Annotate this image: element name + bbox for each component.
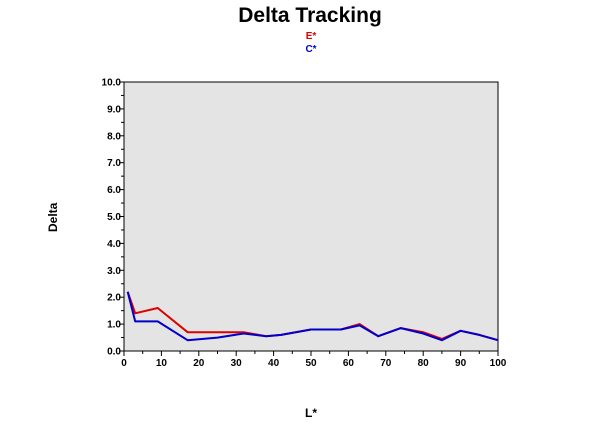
y-tick-label: 4.0 <box>107 239 121 250</box>
y-tick-label: 3.0 <box>107 266 121 277</box>
x-tick-label: 60 <box>343 358 355 369</box>
x-tick-label: 10 <box>156 358 168 369</box>
legend-entry-e: E* <box>305 31 317 42</box>
x-tick-label: 20 <box>193 358 205 369</box>
x-tick-label: 0 <box>121 358 127 369</box>
x-tick-label: 30 <box>231 358 243 369</box>
y-tick-label: 2.0 <box>107 293 121 304</box>
y-tick-label: 5.0 <box>107 212 121 223</box>
x-tick-label: 50 <box>305 358 317 369</box>
plot-area <box>123 81 499 352</box>
y-tick-label: 9.0 <box>107 104 121 115</box>
x-tick-label: 70 <box>380 358 392 369</box>
x-tick-label: 90 <box>455 358 467 369</box>
x-tick-label: 80 <box>418 358 430 369</box>
y-tick-label: 6.0 <box>107 185 121 196</box>
y-tick-label: 0.0 <box>107 347 121 358</box>
y-tick-label: 8.0 <box>107 131 121 142</box>
legend-entry-c: C* <box>305 44 317 55</box>
x-tick-label: 100 <box>490 358 507 369</box>
y-tick-label: 7.0 <box>107 158 121 169</box>
y-tick-label: 10.0 <box>102 78 122 89</box>
series-line-c <box>126 291 499 342</box>
x-axis-label: L* <box>305 406 317 420</box>
chart-title: Delta Tracking <box>238 4 382 27</box>
y-tick-label: 1.0 <box>107 320 121 331</box>
x-tick-label: 40 <box>268 358 280 369</box>
